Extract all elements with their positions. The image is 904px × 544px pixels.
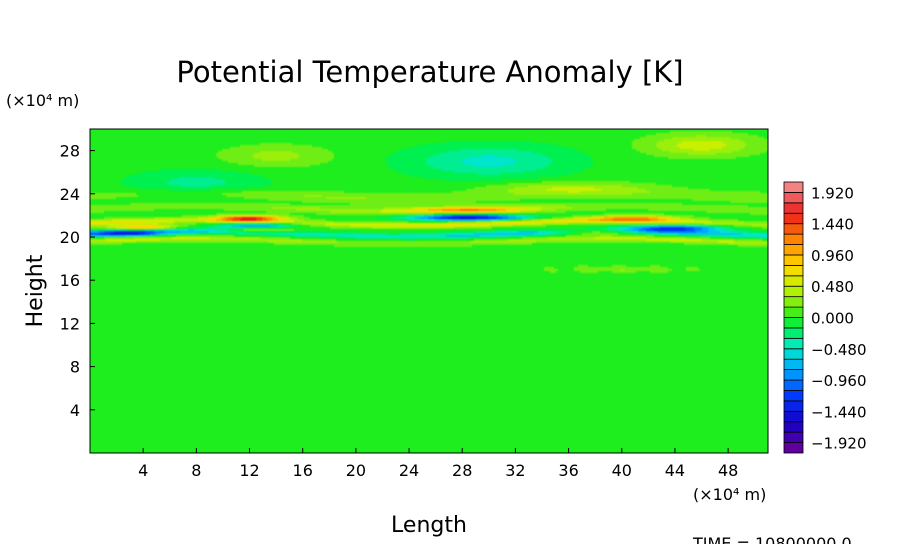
colorbar-bin (783, 285, 804, 298)
colorbar-bin (783, 306, 804, 318)
colorbar-labels: 1.920 1.440 0.960 0.480 0.000 −0.480 −0.960 −1.… (811, 184, 867, 452)
colorbar-tick-label: −1.440 (811, 403, 867, 421)
colorbar-bin (783, 202, 804, 214)
y-tick-label: 24 (60, 185, 80, 204)
x-tick-label: 12 (239, 461, 259, 480)
colorbar-bin (783, 348, 804, 360)
y-tick-label: 12 (60, 314, 80, 333)
x-tick-label: 16 (293, 461, 313, 480)
colorbar-bin (783, 244, 804, 256)
colorbar-bin (783, 327, 804, 339)
colorbar-bin (783, 337, 804, 350)
colorbar-bin (783, 192, 804, 204)
x-tick-label: 44 (665, 461, 685, 480)
x-tick-label: 8 (191, 461, 201, 480)
x-tick-label: 48 (718, 461, 738, 480)
colorbar-bin (783, 369, 804, 381)
colorbar-bin (783, 264, 804, 277)
colorbar-tick-label: 0.480 (811, 278, 854, 296)
x-axis-ticks: 4 8 12 16 20 24 28 32 36 40 44 48 (138, 448, 738, 480)
colorbar-tick-label: 1.440 (811, 216, 854, 234)
y-unit-label: (×10⁴ m) (6, 91, 79, 110)
heatmap-plot (89, 128, 769, 454)
colorbar-bin (783, 223, 804, 235)
y-tick-label: 8 (70, 358, 80, 377)
y-axis-label: Height (23, 254, 48, 327)
colorbar-bin (783, 233, 804, 245)
colorbar-tick-label: −0.960 (811, 372, 867, 390)
colorbar-bin (783, 275, 804, 287)
x-tick-label: 4 (138, 461, 148, 480)
x-tick-label: 32 (505, 461, 525, 480)
y-axis-ticks: 4 8 12 16 20 24 28 (60, 142, 95, 420)
x-tick-label: 28 (452, 461, 472, 480)
colorbar-bin (783, 390, 804, 402)
x-unit-label: (×10⁴ m) (693, 485, 766, 504)
colorbar-bin (783, 410, 804, 423)
colorbar-bin (783, 254, 804, 266)
colorbar-bin (783, 317, 804, 329)
colorbar-bin (783, 296, 804, 308)
time-label: TIME = 10800000.0 (692, 534, 852, 544)
x-tick-label: 40 (612, 461, 632, 480)
heatmap-field (90, 129, 768, 453)
colorbar-bin (783, 379, 804, 391)
colorbar-tick-label: −0.480 (811, 341, 867, 359)
y-tick-label: 4 (70, 401, 80, 420)
colorbar-tick-label: −1.920 (811, 435, 867, 453)
x-tick-label: 36 (558, 461, 578, 480)
x-tick-label: 24 (399, 461, 419, 480)
y-tick-label: 20 (60, 228, 80, 247)
colorbar (783, 181, 804, 454)
y-tick-label: 28 (60, 142, 80, 161)
x-tick-label: 20 (346, 461, 366, 480)
colorbar-bin (783, 431, 804, 443)
chart-title: Potential Temperature Anomaly [K] (176, 55, 683, 89)
colorbar-bin (783, 400, 804, 412)
plot-frame (89, 128, 769, 454)
colorbar-tick-label: 0.000 (811, 310, 854, 328)
y-tick-label: 16 (60, 271, 80, 290)
colorbar-tick-label: 1.920 (811, 184, 854, 202)
colorbar-bin (783, 442, 804, 454)
colorbar-bin (783, 212, 804, 225)
colorbar-bin (783, 358, 804, 371)
colorbar-tick-label: 0.960 (811, 247, 854, 265)
colorbar-bin (783, 181, 804, 193)
colorbar-bin (783, 421, 804, 433)
x-axis-label: Length (391, 513, 467, 538)
